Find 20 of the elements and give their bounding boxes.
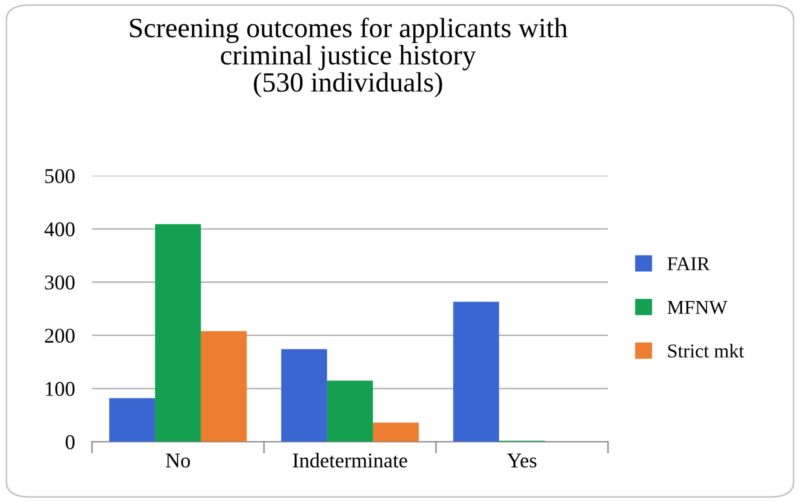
bar (372, 422, 419, 442)
legend-label: MFNW (667, 301, 728, 314)
bar (327, 380, 373, 442)
x-tick-label: Indeterminate (292, 452, 408, 468)
bar (109, 398, 156, 442)
x-tick-label: Yes (507, 454, 536, 468)
y-tick-label: 400 (44, 222, 75, 236)
bar (281, 349, 328, 442)
bar (200, 331, 247, 442)
y-tick-label: 100 (46, 382, 75, 396)
legend-label: FAIR (667, 257, 710, 270)
y-tick-label: 500 (45, 169, 75, 184)
y-tick-label: 300 (45, 276, 75, 290)
x-tick-label: No (166, 454, 190, 468)
y-tick-label: 200 (45, 328, 75, 343)
bar (155, 224, 201, 442)
chart-title: Screening outcomes for applicants with criminal justice history (530 individuals) (130, 18, 568, 98)
bar (453, 302, 500, 442)
y-tick-label: 0 (66, 435, 75, 450)
legend-label: Strict mkt (668, 344, 744, 358)
